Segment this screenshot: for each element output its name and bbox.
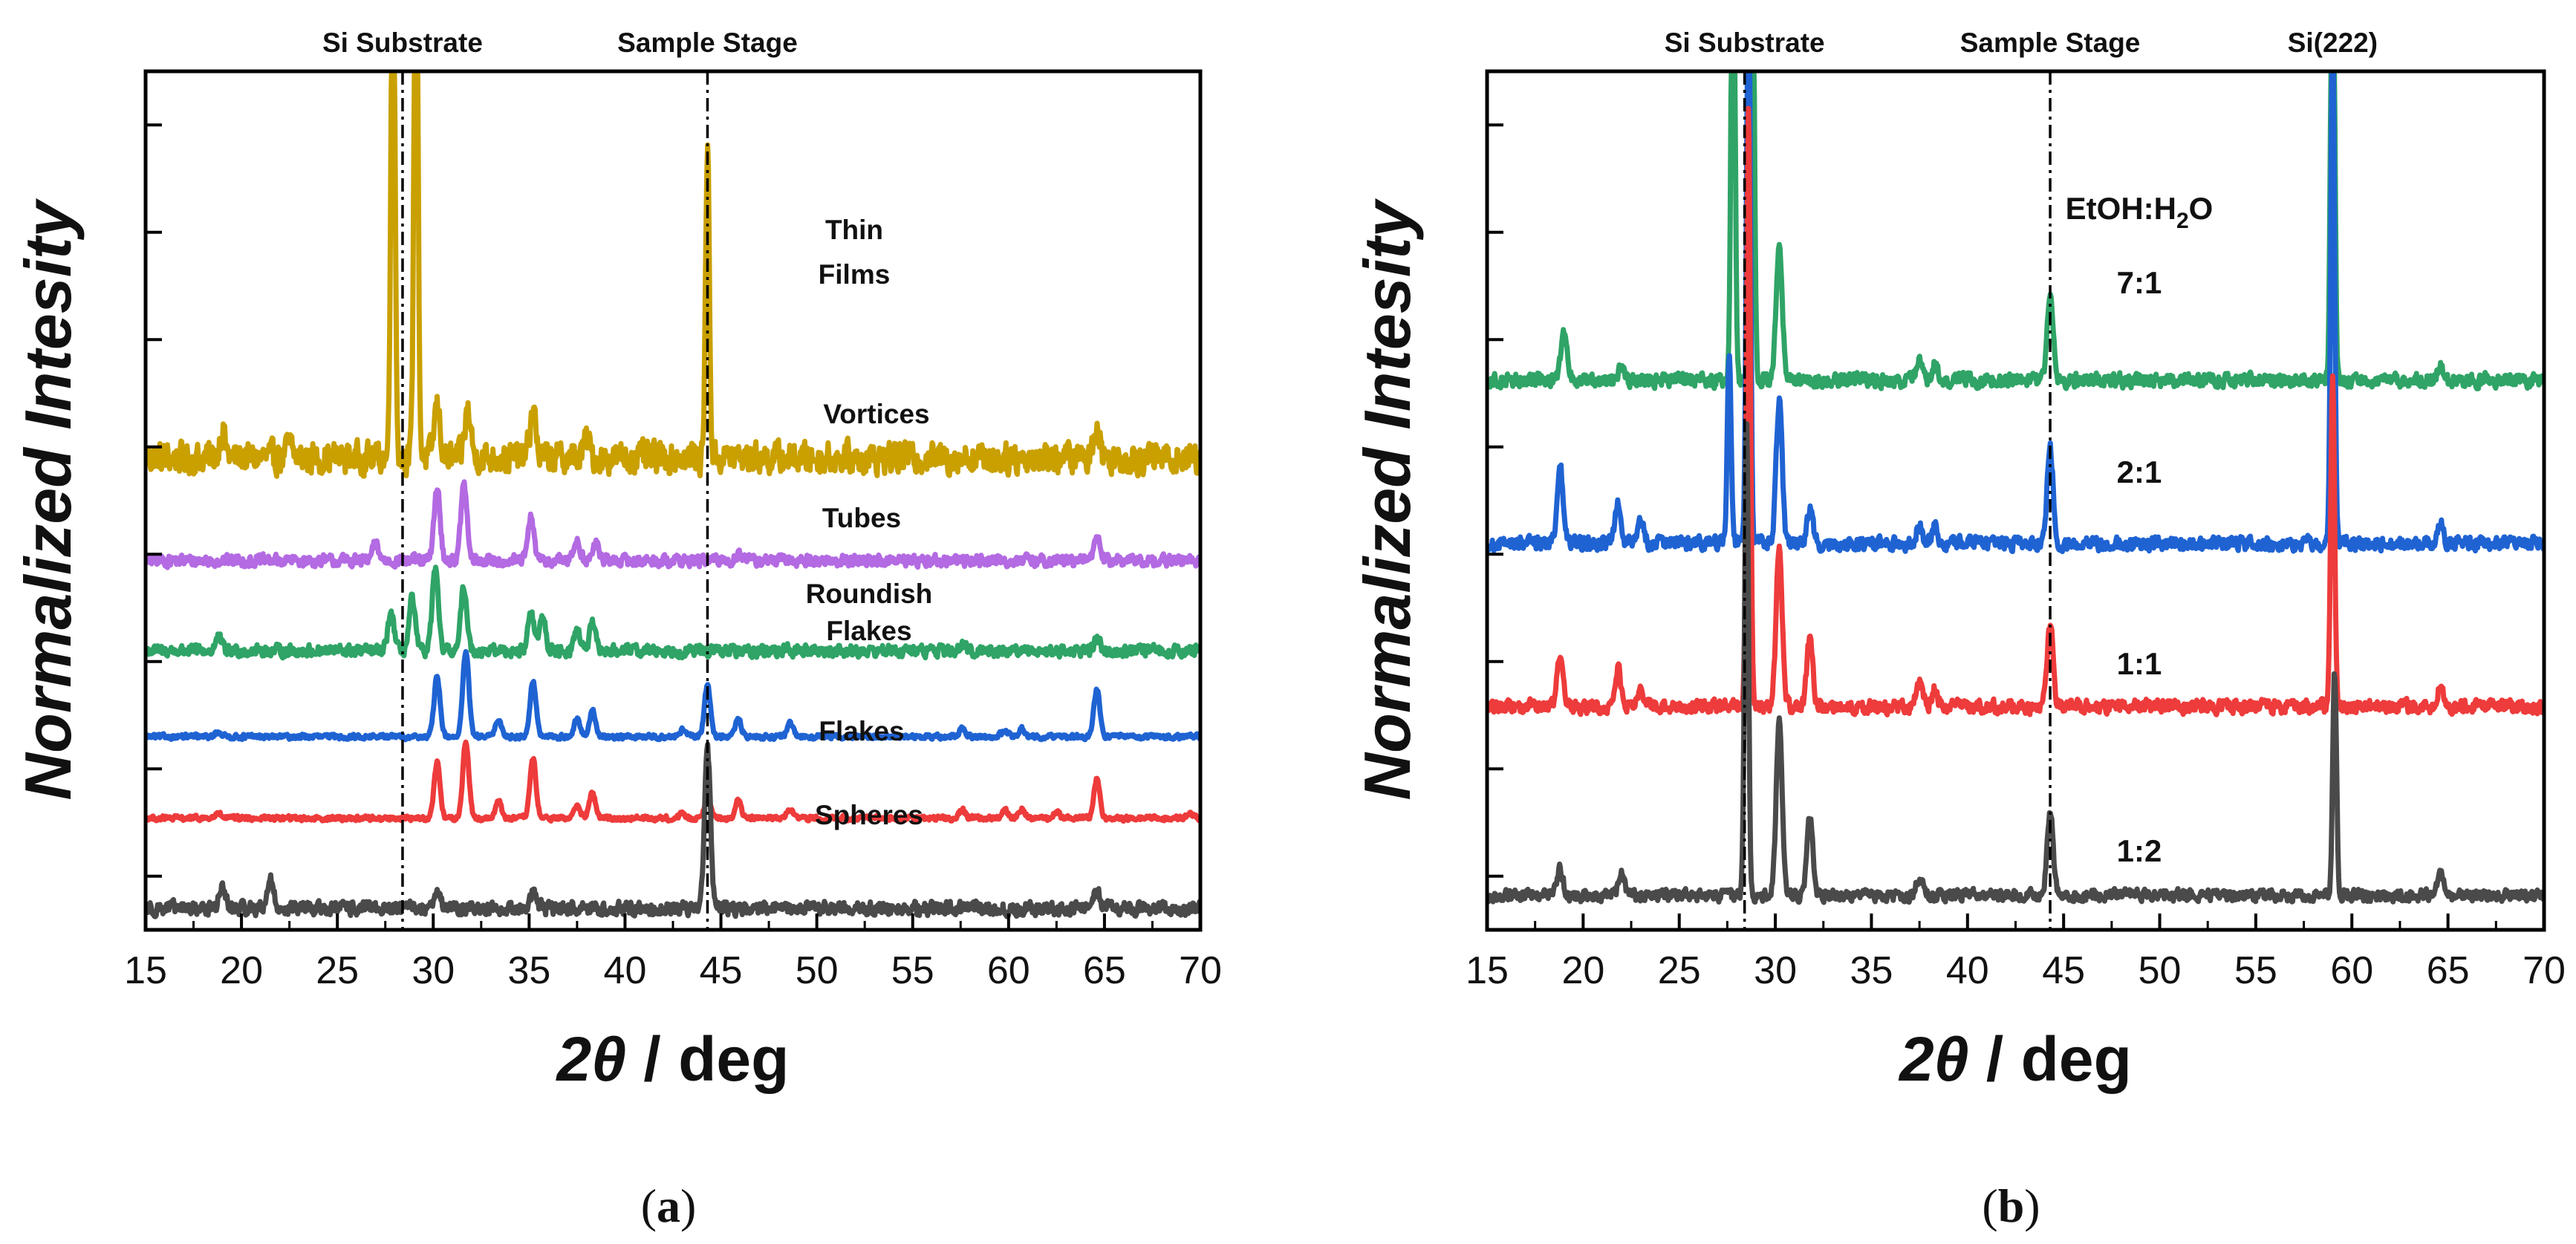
series-line-vortices	[146, 479, 1200, 570]
x-tick-label: 40	[604, 949, 647, 992]
panel-a-series-labels: Thin Films Vortices Tubes Roundish Flakes Flak…	[806, 215, 933, 830]
panel-b-y-axis-label: Normalized Intesity	[1350, 198, 1424, 801]
series-line-thin-films	[146, 71, 1200, 479]
x-tick-label: 70	[2523, 949, 2566, 992]
panel-a-caption: (a)	[641, 1179, 697, 1232]
panel-b: 15 20 25 30 35 40 45 50 55 60 65 70 Si Substrate Sam…	[1350, 27, 2566, 1232]
series-line-7-1	[1487, 71, 2544, 391]
series-line-2-1	[1487, 71, 2544, 555]
panel-b-caption: (b)	[1982, 1179, 2040, 1232]
x-tick-label: 30	[412, 949, 455, 992]
x-tick-label: 15	[1466, 949, 1509, 992]
x-tick-label: 60	[2330, 949, 2373, 992]
series-line-flakes	[146, 739, 1200, 824]
reference-label-si-substrate: Si Substrate	[322, 27, 483, 58]
panel-a-ticks: 15 20 25 30 35 40 45 50 55 60 65 70	[124, 123, 1222, 992]
panel-a-y-axis-label: Normalized Intesity	[11, 198, 85, 801]
panel-b-legend-title: EtOH:H2O	[2066, 191, 2214, 233]
x-tick-label: 65	[2427, 949, 2470, 992]
reference-label-si-222-: Si(222)	[2288, 27, 2378, 58]
series-line-roundish-flakes	[146, 648, 1200, 743]
x-tick-label: 30	[1754, 949, 1797, 992]
series-label-7-1: 7:1	[2117, 265, 2162, 300]
reference-label-sample-stage: Sample Stage	[1960, 27, 2141, 58]
series-label-1-2: 1:2	[2117, 833, 2162, 868]
x-tick-label: 55	[891, 949, 934, 992]
reference-label-si-substrate: Si Substrate	[1665, 27, 1825, 58]
panel-a-plot-frame	[143, 69, 1203, 932]
x-tick-label: 35	[507, 949, 550, 992]
series-label-flakes: Flakes	[819, 716, 904, 746]
x-tick-label: 70	[1179, 949, 1222, 992]
x-tick-label: 25	[316, 949, 359, 992]
panel-b-reference-lines	[1743, 71, 2052, 930]
series-label-spheres: Spheres	[815, 800, 923, 830]
series-label-thin-films: Thin Films	[819, 215, 891, 290]
series-label-2-1: 2:1	[2117, 455, 2162, 489]
x-tick-label: 55	[2234, 949, 2277, 992]
series-line-spheres	[146, 741, 1200, 919]
x-tick-label: 45	[700, 949, 743, 992]
panel-b-x-axis-label: 2θ / deg	[1898, 1024, 2132, 1094]
x-tick-label: 20	[220, 949, 263, 992]
panel-b-ticks: 15 20 25 30 35 40 45 50 55 60 65 70	[1466, 123, 2566, 992]
panel-a: 15 20 25 30 35 40 45 50 55 60 65 70 Si Substrate Sam…	[11, 27, 1222, 1232]
x-tick-label: 35	[1850, 949, 1893, 992]
panel-b-plot-frame	[1485, 69, 2546, 932]
series-line-1-2	[1487, 421, 2544, 905]
x-tick-label: 50	[2138, 949, 2182, 992]
x-tick-label: 45	[2042, 949, 2085, 992]
x-tick-label: 40	[1946, 949, 1989, 992]
reference-label-sample-stage: Sample Stage	[617, 27, 798, 58]
series-label-1-1: 1:1	[2117, 646, 2162, 681]
panel-b-curves	[1487, 71, 2544, 905]
series-line-1-1	[1487, 105, 2544, 717]
series-line-tubes	[146, 564, 1200, 661]
panel-a-x-axis-label: 2θ / deg	[556, 1024, 790, 1094]
series-label-tubes: Tubes	[822, 503, 901, 533]
series-label-roundish-flakes: Roundish Flakes	[806, 579, 933, 646]
x-tick-label: 15	[124, 949, 167, 992]
x-tick-label: 50	[796, 949, 839, 992]
x-tick-label: 25	[1658, 949, 1701, 992]
panel-b-series-labels: 7:1 2:1 1:1 1:2	[2117, 265, 2162, 868]
panel-a-curves	[146, 71, 1200, 919]
panel-a-reference-lines	[401, 71, 709, 930]
panel-a-reference-labels: Si Substrate Sample Stage	[322, 27, 798, 58]
series-label-vortices: Vortices	[823, 399, 929, 429]
x-tick-label: 20	[1561, 949, 1604, 992]
panel-b-reference-labels: Si Substrate Sample Stage Si(222)	[1665, 27, 2378, 58]
x-tick-label: 60	[987, 949, 1030, 992]
x-tick-label: 65	[1083, 949, 1126, 992]
